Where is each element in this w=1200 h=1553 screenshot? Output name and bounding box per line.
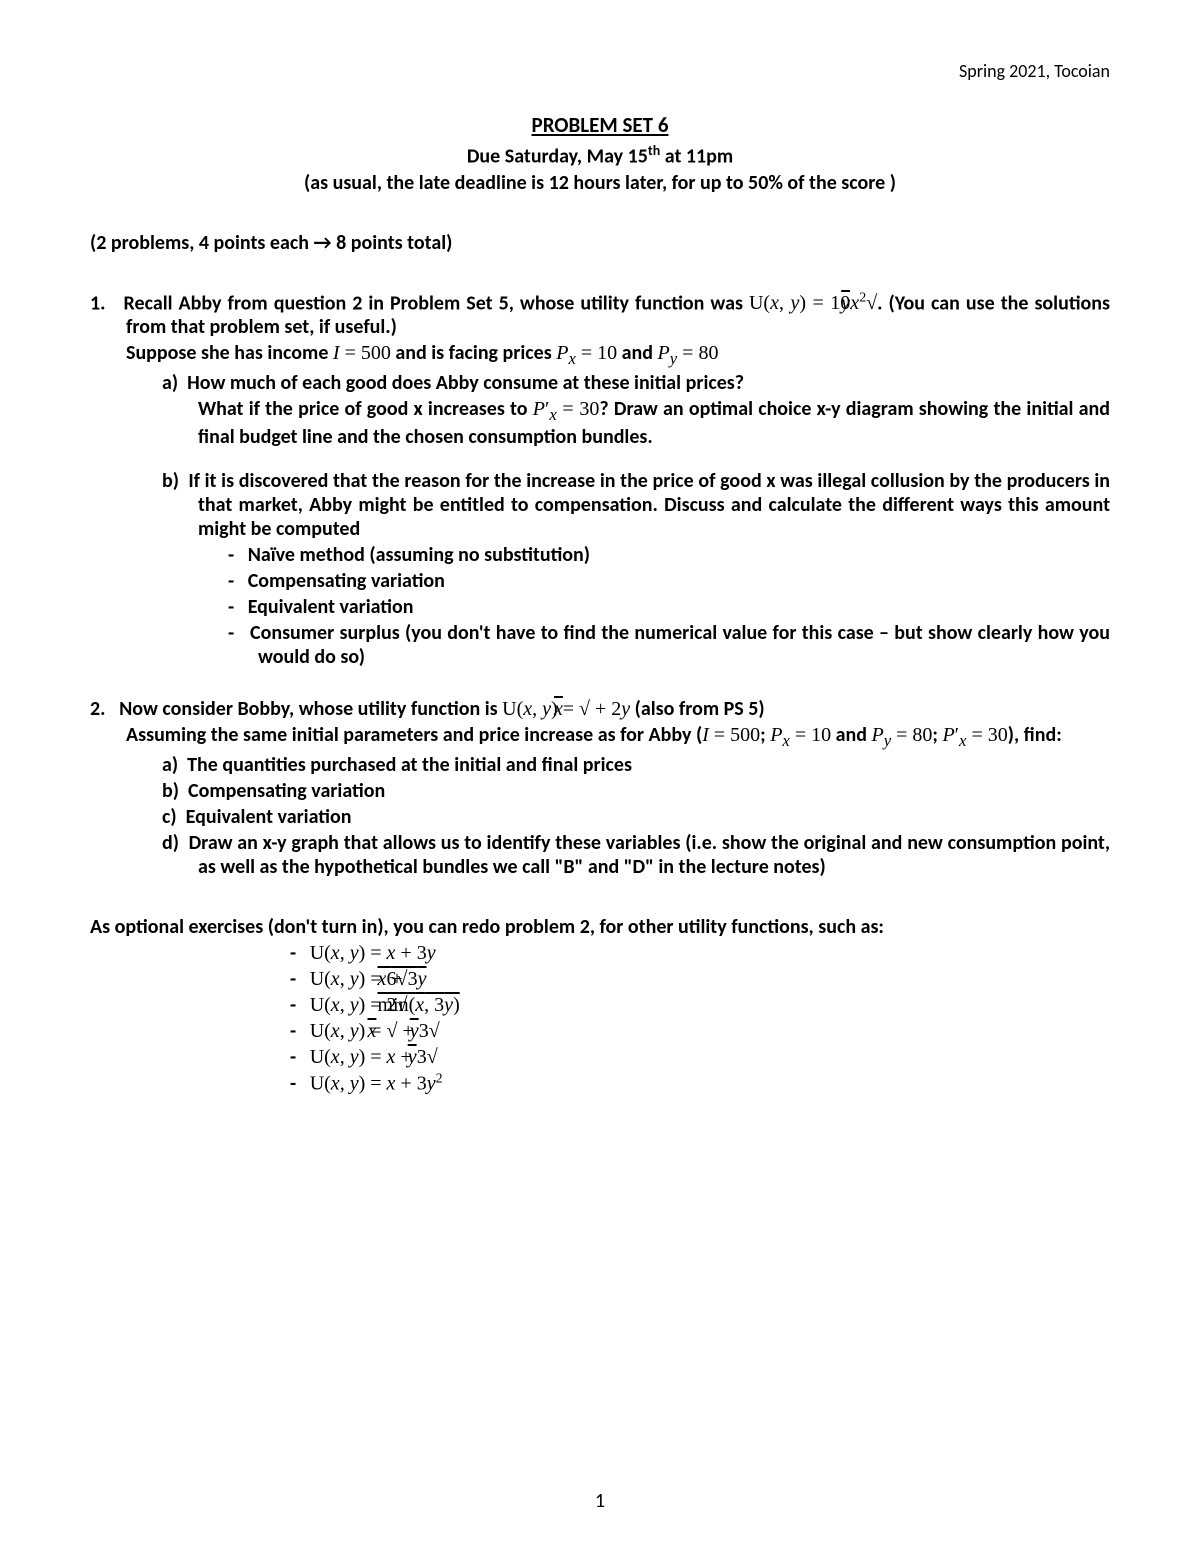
points-line: (2 problems, 4 points each → 8 points to…: [90, 231, 1110, 255]
due-prefix: Due Saturday, May 15: [467, 145, 648, 169]
page: Spring 2021, Tocoian PROBLEM SET 6 Due S…: [0, 0, 1200, 1553]
p2-line2: Assuming the same initial parameters and…: [90, 723, 1110, 751]
p1-line2-a: Suppose she has income: [126, 341, 333, 365]
p1-a: a) How much of each good does Abby consu…: [90, 371, 1110, 395]
math-u-abby: U(x, y) = 10x2√y: [749, 292, 877, 314]
p1-number: 1.: [90, 291, 105, 315]
p1-b-label: b): [162, 469, 179, 493]
p2-intro: 2. Now consider Bobby, whose utility fun…: [90, 697, 1110, 721]
p2-d-label: d): [162, 831, 179, 855]
p1-b: b) If it is discovered that the reason f…: [90, 469, 1110, 541]
p1-b-bullet-3-text: Consumer surplus (you don't have to find…: [250, 621, 1110, 669]
p1-line2-b: and is facing prices: [391, 341, 556, 365]
p1-b-bullet-1: - Compensating variation: [90, 569, 1110, 593]
spacer: [90, 451, 1110, 469]
math-Py80: Py = 80: [658, 342, 719, 364]
p1-line2-c: and: [617, 341, 657, 365]
optional-intro: As optional exercises (don't turn in), y…: [90, 915, 1110, 939]
opt-4: - U(x, y) = √x + 3√y: [90, 1019, 1110, 1043]
p1-a-cont: What if the price of good x increases to…: [90, 397, 1110, 449]
p1-b-bullet-0-text: Naïve method (assuming no substitution): [248, 543, 590, 567]
header-term: Spring 2021, Tocoian: [90, 60, 1110, 82]
p1-b-bullet-2: - Equivalent variation: [90, 595, 1110, 619]
opt-5: - U(x, y) = x + 3√y: [90, 1045, 1110, 1069]
math-Px10: Px = 10: [556, 342, 617, 364]
p1-b-bullet-3: - Consumer surplus (you don't have to fi…: [90, 621, 1110, 669]
page-number: 1: [0, 1489, 1200, 1513]
p2-c: c) Equivalent variation: [90, 805, 1110, 829]
p2-line2-a: Assuming the same initial parameters and…: [126, 723, 702, 747]
problem-1: 1. Recall Abby from question 2 in Proble…: [90, 291, 1110, 670]
problem-2: 2. Now consider Bobby, whose utility fun…: [90, 697, 1110, 879]
math-Px10b: Px = 10: [770, 724, 831, 746]
p2-d: d) Draw an x-y graph that allows us to i…: [90, 831, 1110, 879]
p1-intro: 1. Recall Abby from question 2 in Proble…: [90, 291, 1110, 340]
p1-b-text: If it is discovered that the reason for …: [188, 469, 1110, 541]
math-Pxprime30b: P′x = 30: [942, 724, 1007, 746]
p2-intro-b: (also from PS 5): [630, 697, 765, 721]
p2-b: b) Compensating variation: [90, 779, 1110, 803]
math-Py80b: Py = 80: [872, 724, 933, 746]
p1-intro-a: Recall Abby from question 2 in Problem S…: [124, 291, 749, 315]
p2-line2-d: ;: [932, 723, 942, 747]
p1-a-label: a): [162, 371, 178, 395]
p1-b-bullet-1-text: Compensating variation: [248, 569, 445, 593]
page-title: PROBLEM SET 6: [90, 112, 1110, 138]
p2-b-text: Compensating variation: [188, 779, 385, 803]
opt-3: - U(x, y) = 2√min(x, 3y): [90, 993, 1110, 1017]
p2-line2-e: ), find:: [1008, 723, 1062, 747]
math-I500b: I = 500: [702, 724, 760, 746]
opt-1: - U(x, y) = x + 3y: [90, 941, 1110, 965]
p2-a-text: The quantities purchased at the initial …: [187, 753, 632, 777]
math-u-bobby: U(x, y) = √x + 2y: [502, 698, 630, 720]
late-note: (as usual, the late deadline is 12 hours…: [90, 171, 1110, 195]
p2-b-label: b): [162, 779, 179, 803]
opt-6: - U(x, y) = x + 3y2: [90, 1071, 1110, 1096]
ordinal-th: th: [648, 142, 660, 159]
p2-a: a) The quantities purchased at the initi…: [90, 753, 1110, 777]
p2-d-text: Draw an x-y graph that allows us to iden…: [189, 831, 1110, 879]
p1-b-bullet-0: - Naïve method (assuming no substitution…: [90, 543, 1110, 567]
p2-line2-b: ;: [760, 723, 770, 747]
p2-intro-a: Now consider Bobby, whose utility functi…: [119, 697, 502, 721]
math-Pxprime30: P′x = 30: [533, 398, 600, 420]
p2-c-text: Equivalent variation: [186, 805, 352, 829]
p1-b-bullet-2-text: Equivalent variation: [248, 595, 414, 619]
due-suffix: at 11pm: [660, 145, 733, 169]
p2-number: 2.: [90, 697, 105, 721]
p2-c-label: c): [162, 805, 177, 829]
due-line: Due Saturday, May 15th at 11pm: [90, 142, 1110, 169]
p2-a-label: a): [162, 753, 178, 777]
p1-a-text2a: What if the price of good x increases to: [198, 397, 533, 421]
p2-line2-c: and: [831, 723, 871, 747]
p1-line2: Suppose she has income I = 500 and is fa…: [90, 341, 1110, 369]
math-I500: I = 500: [333, 342, 391, 364]
p1-a-text1: How much of each good does Abby consume …: [187, 371, 744, 395]
opt-2: - U(x, y) = 6√x + 3y: [90, 967, 1110, 991]
